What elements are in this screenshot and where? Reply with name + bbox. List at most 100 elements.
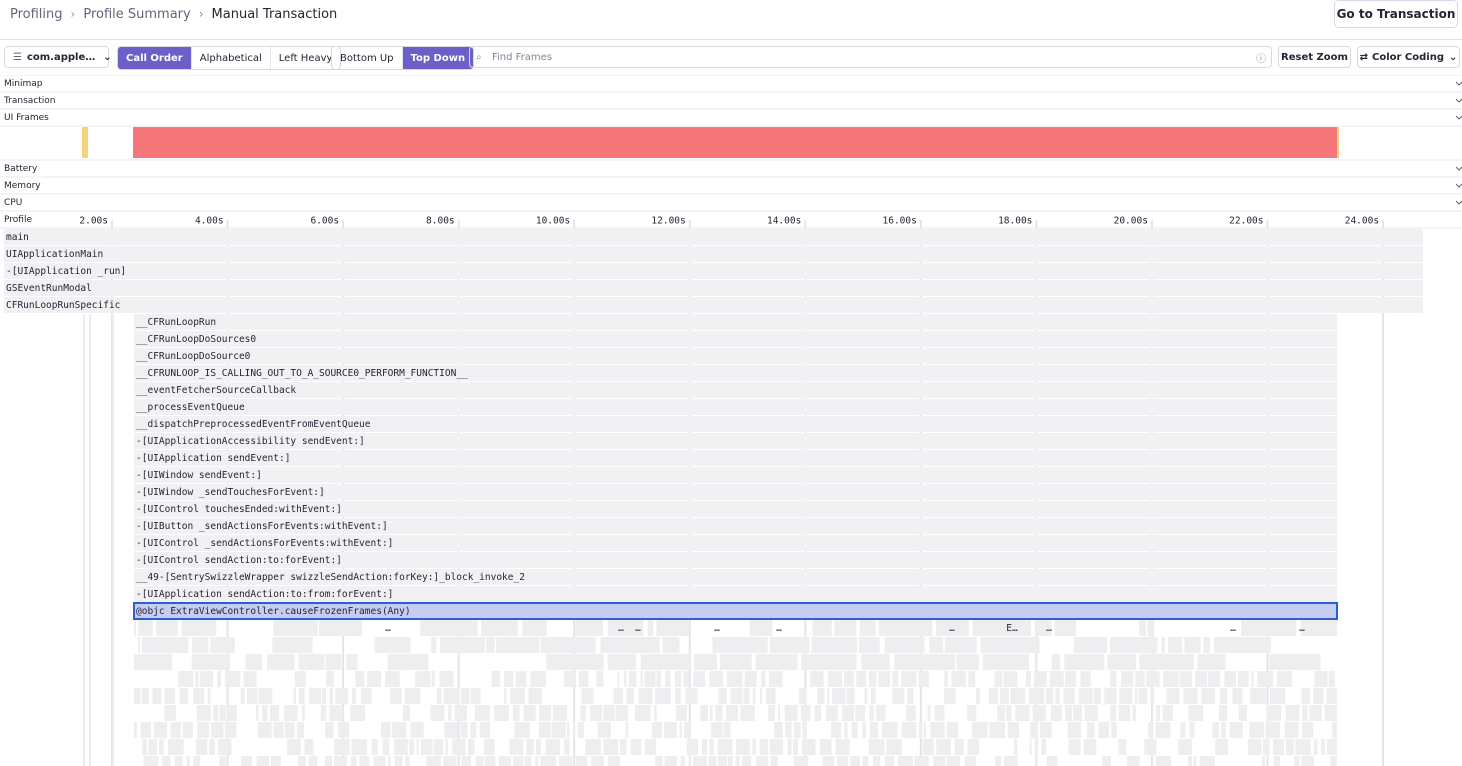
frame[interactable]: [134, 484, 1337, 500]
stack-frame: [702, 739, 708, 755]
frame[interactable]: [134, 348, 1337, 364]
view-option[interactable]: Top Down: [402, 47, 474, 69]
frame[interactable]: [4, 229, 1423, 245]
stack-frame: [870, 688, 876, 704]
stack-frame: [1163, 671, 1179, 687]
chevron[interactable]: [1455, 166, 1462, 171]
stack-frame: [675, 688, 681, 704]
stack-frame: [258, 688, 273, 704]
frame[interactable]: [134, 501, 1337, 517]
thread-select[interactable]: ☰ com.apple… ⌄: [4, 46, 112, 68]
stack-frame: [898, 756, 913, 766]
stack-frame: [273, 722, 284, 738]
stack-frame: [868, 671, 877, 687]
stack-frame: [448, 705, 452, 721]
stack-frame: [1269, 654, 1321, 670]
frame[interactable]: [134, 569, 1337, 585]
stack-frame: [741, 756, 752, 766]
frame[interactable]: [134, 586, 1337, 602]
frame-label: __CFRunLoopRun: [136, 317, 216, 328]
stack-frame: [1006, 705, 1012, 721]
frame[interactable]: [134, 450, 1337, 466]
chevron[interactable]: [1455, 115, 1462, 120]
stack-frame: [374, 637, 411, 653]
stack-frame: [302, 705, 305, 721]
stack-frame: [1201, 688, 1216, 704]
stack-frame: [718, 688, 727, 704]
frame[interactable]: [4, 297, 1423, 313]
child-label: …: [635, 623, 641, 634]
stack-frame: [224, 671, 241, 687]
stack-frame: [1218, 705, 1228, 721]
stack-frame: [905, 705, 916, 721]
stack-frame: [793, 756, 809, 766]
search-input[interactable]: ⌕ Find Frames ⓘ: [469, 46, 1272, 68]
stack-frame: [148, 739, 158, 755]
chevron[interactable]: [1455, 183, 1462, 188]
stack-frame: [564, 739, 570, 755]
stack-frame: [262, 705, 268, 721]
chevron[interactable]: [1455, 98, 1462, 103]
go-to-transaction[interactable]: Go to Transaction: [1334, 0, 1458, 28]
stack-frame: [526, 739, 534, 755]
frame[interactable]: [134, 399, 1337, 415]
stack-frame: [1135, 671, 1145, 687]
stack-frame: [1084, 705, 1098, 721]
panel-label[interactable]: CPU: [4, 198, 22, 208]
panel-label[interactable]: Transaction: [3, 96, 56, 106]
stack-frame: [1314, 739, 1318, 755]
breadcrumb[interactable]: Profile Summary: [83, 6, 191, 22]
stack-frame: [901, 722, 917, 738]
stack-frame: [246, 688, 258, 704]
frame[interactable]: [134, 467, 1337, 483]
color-coding-label: Color Coding: [1372, 51, 1444, 63]
frame[interactable]: [134, 382, 1337, 398]
stack-frame: [197, 722, 210, 738]
breadcrumb[interactable]: Profiling: [10, 6, 63, 22]
frame[interactable]: [134, 552, 1337, 568]
frame[interactable]: [133, 602, 1338, 620]
stack-frame: [196, 739, 208, 755]
stack-frame: [174, 756, 183, 766]
stack-frame: [628, 671, 637, 687]
panel-label[interactable]: Memory: [4, 181, 41, 191]
panel-label[interactable]: Profile: [4, 215, 32, 225]
frame[interactable]: [4, 263, 1423, 279]
tick-label: 4.00s: [195, 216, 224, 227]
panel-label[interactable]: Battery: [4, 164, 38, 174]
stack-frame: [1049, 671, 1064, 687]
stack-frame: [626, 688, 635, 704]
stack-frame: [1068, 739, 1081, 755]
chevron[interactable]: [1455, 81, 1462, 86]
stack-frame: [980, 637, 1040, 653]
panel-label[interactable]: UI Frames: [4, 113, 49, 123]
stack-frame: [134, 722, 137, 738]
sort-option[interactable]: Alphabetical: [192, 47, 271, 69]
stack-frame: [674, 671, 682, 687]
stack-frame: [1249, 722, 1265, 738]
stack-frame: [712, 637, 768, 653]
frame[interactable]: [134, 518, 1337, 534]
frame[interactable]: [4, 280, 1423, 296]
frame[interactable]: [134, 365, 1337, 381]
stack-frame: [1203, 637, 1210, 653]
frame[interactable]: [134, 433, 1337, 449]
view-option[interactable]: Bottom Up: [332, 47, 403, 69]
reset-zoom[interactable]: Reset Zoom: [1278, 46, 1351, 68]
chevron[interactable]: [1455, 200, 1462, 205]
stack-frame: [580, 705, 586, 721]
stack-frame: [770, 756, 778, 766]
stack-frame: [951, 671, 966, 687]
sort-option[interactable]: Left Heavy: [278, 52, 333, 64]
frame[interactable]: [134, 331, 1337, 347]
frame[interactable]: [4, 246, 1423, 262]
stack-frame: [445, 739, 448, 755]
color-coding[interactable]: ⇄ Color Coding ⌄: [1357, 46, 1460, 68]
stack-frame: [1302, 705, 1308, 721]
panel-label[interactable]: Minimap: [4, 79, 43, 89]
frame[interactable]: [134, 314, 1337, 330]
frame[interactable]: [134, 535, 1337, 551]
stack-frame: [1003, 671, 1018, 687]
frame[interactable]: [134, 416, 1337, 432]
sort-option[interactable]: Call Order: [118, 47, 192, 69]
